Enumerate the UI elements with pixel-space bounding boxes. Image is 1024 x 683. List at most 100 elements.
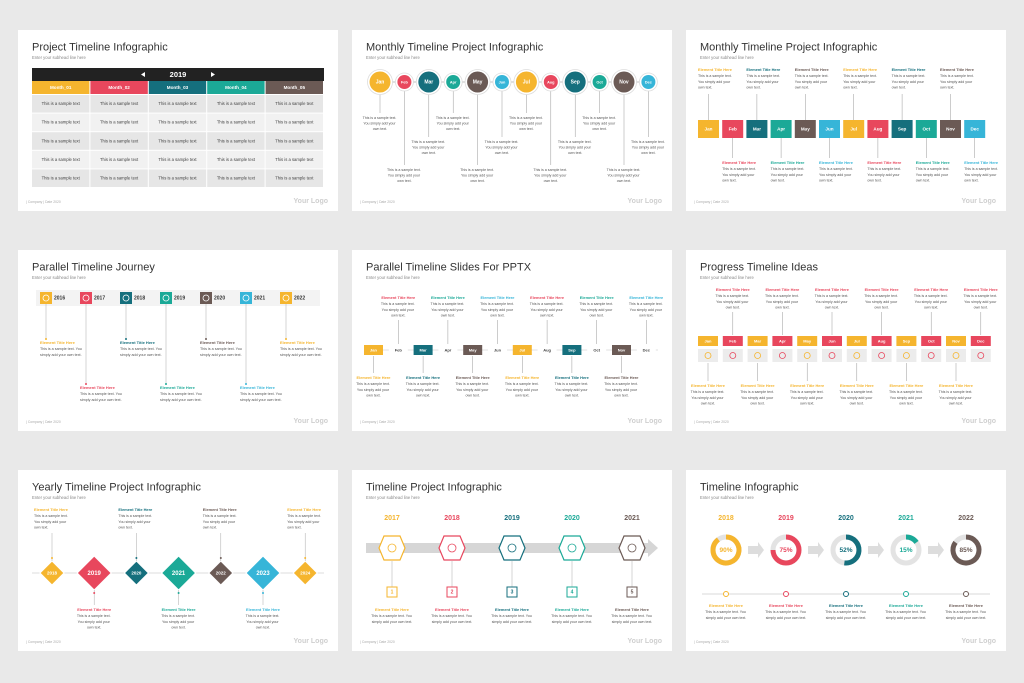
month-circle: [564, 71, 586, 93]
text-line: You simply add your: [481, 308, 514, 312]
text-line: own text.: [590, 313, 604, 317]
month-circle: [592, 75, 607, 89]
icon-box: [822, 349, 842, 362]
text-line: This is a sample text. You: [240, 392, 283, 396]
year-label: 2019: [174, 296, 185, 302]
icon-glyph: [878, 352, 886, 359]
month-label: Oct: [922, 127, 930, 132]
month-label: Dec: [970, 127, 979, 132]
text-line: This is a sample text.: [843, 74, 878, 78]
step-box: [626, 586, 638, 598]
month-label: Aug: [547, 80, 555, 84]
item-title: Element Title Here: [867, 160, 902, 165]
body-text: This is a sample text. You simply add yo…: [161, 614, 196, 629]
month-label: Oct: [593, 347, 600, 352]
text-line: This is a sample text.: [509, 116, 544, 120]
body-text: This is a sample text. You simply add yo…: [939, 390, 974, 405]
text-line: This is a sample text.: [161, 614, 196, 618]
item-title: Element Title Here: [964, 287, 999, 292]
text-line: This is a sample text.: [722, 167, 757, 171]
text-line: This is a sample text. You: [705, 610, 747, 614]
body-text: This is a sample text. You simply add yo…: [607, 168, 642, 183]
icon-glyph: [902, 352, 910, 359]
text-line: This is a sample text.: [604, 382, 639, 386]
month-circle: [467, 71, 489, 93]
donut-arc: [950, 534, 982, 566]
cell-text: This is a sample text: [100, 157, 139, 162]
cell: [265, 113, 323, 132]
month-box: [921, 336, 942, 346]
text-line: own text.: [940, 85, 954, 89]
text-line: This is a sample text.: [939, 390, 974, 394]
item-title: Element Title Here: [771, 160, 806, 165]
year-label: 2023: [256, 571, 270, 577]
cell-text: This is a sample text: [100, 138, 139, 143]
slide-title: Parallel Timeline Journey: [32, 261, 155, 273]
month-box: [698, 336, 718, 346]
month-circle: [397, 75, 412, 89]
header-cell: [90, 81, 148, 94]
text-line: simply add your own text.: [552, 620, 593, 624]
item-title: Element Title Here: [246, 607, 281, 612]
item-title: Element Title Here: [555, 607, 590, 612]
body-text: This is a sample text. You simply add yo…: [765, 294, 800, 309]
year-label: 2021: [172, 571, 186, 577]
arrow: [808, 542, 824, 558]
text-line: You simply add your: [34, 520, 67, 524]
month-label: Sep: [571, 80, 580, 86]
text-line: own text.: [850, 401, 864, 405]
month-label: Nov: [619, 80, 629, 86]
text-line: simply add your own text.: [200, 353, 242, 357]
icon-glyph: [162, 294, 170, 302]
text-line: simply add your own text.: [160, 398, 202, 402]
slide-subtitle: Enter your subhead line here: [700, 495, 754, 500]
text-line: This is a sample text.: [839, 390, 874, 394]
slide: Project Timeline Infographic Enter your s…: [18, 30, 338, 211]
icon-box: [946, 349, 966, 362]
text-line: You simply add your: [357, 388, 390, 392]
cell: [207, 95, 265, 113]
cell-text: This is a sample text: [42, 176, 81, 181]
connector-dot: [45, 338, 47, 340]
cell: [90, 150, 148, 169]
text-line: own text.: [397, 179, 411, 183]
item-title: Element Title Here: [605, 375, 640, 380]
cell: [265, 169, 323, 187]
item-title: Element Title Here: [40, 340, 76, 345]
item-title: Element Title Here: [815, 287, 850, 292]
month-label: Aug: [878, 338, 886, 343]
item-title: Element Title Here: [840, 383, 875, 388]
year-label: 2018: [47, 570, 58, 575]
icon-glyph: [282, 294, 290, 302]
cell: [148, 113, 207, 132]
text-line: This is a sample text.: [533, 168, 568, 172]
body-text: This is a sample text. You simply add yo…: [746, 74, 781, 89]
year-icon: [40, 292, 52, 304]
slide-subtitle: Enter your subhead line here: [366, 495, 420, 500]
text-line: own text.: [639, 313, 653, 317]
slide-footer: | Company | Date 2020: [360, 200, 395, 204]
text-line: This is a sample text.: [555, 382, 590, 386]
text-line: You simply add your: [766, 300, 799, 304]
text-line: You simply add your: [456, 388, 489, 392]
body-text: This is a sample text. You simply add yo…: [40, 347, 83, 357]
arrow-right: [211, 72, 215, 77]
cell-text: This is a sample text: [158, 101, 197, 106]
body-text: This is a sample text. You simply add yo…: [945, 610, 987, 620]
cell-text: This is a sample text: [42, 157, 81, 162]
month-label: Apr: [779, 338, 786, 343]
body-text: This is a sample text. You simply add yo…: [363, 116, 398, 131]
text-line: This is a sample text. You: [491, 614, 533, 618]
slide: Progress Timeline Ideas Enter your subhea…: [686, 250, 1006, 431]
month-box: [488, 345, 507, 355]
text-line: This is a sample text.: [715, 294, 750, 298]
item-title: Element Title Here: [505, 375, 540, 380]
slide-title: Progress Timeline Ideas: [700, 261, 818, 273]
item-title: Element Title Here: [375, 607, 410, 612]
slide: Parallel Timeline Slides For PPTX Enter y…: [352, 250, 672, 431]
cell-text: This is a sample text: [100, 120, 139, 125]
cell-text: This is a sample text: [217, 157, 256, 162]
text-line: own text.: [118, 525, 132, 529]
body-text: This is a sample text. You simply add yo…: [740, 390, 775, 405]
